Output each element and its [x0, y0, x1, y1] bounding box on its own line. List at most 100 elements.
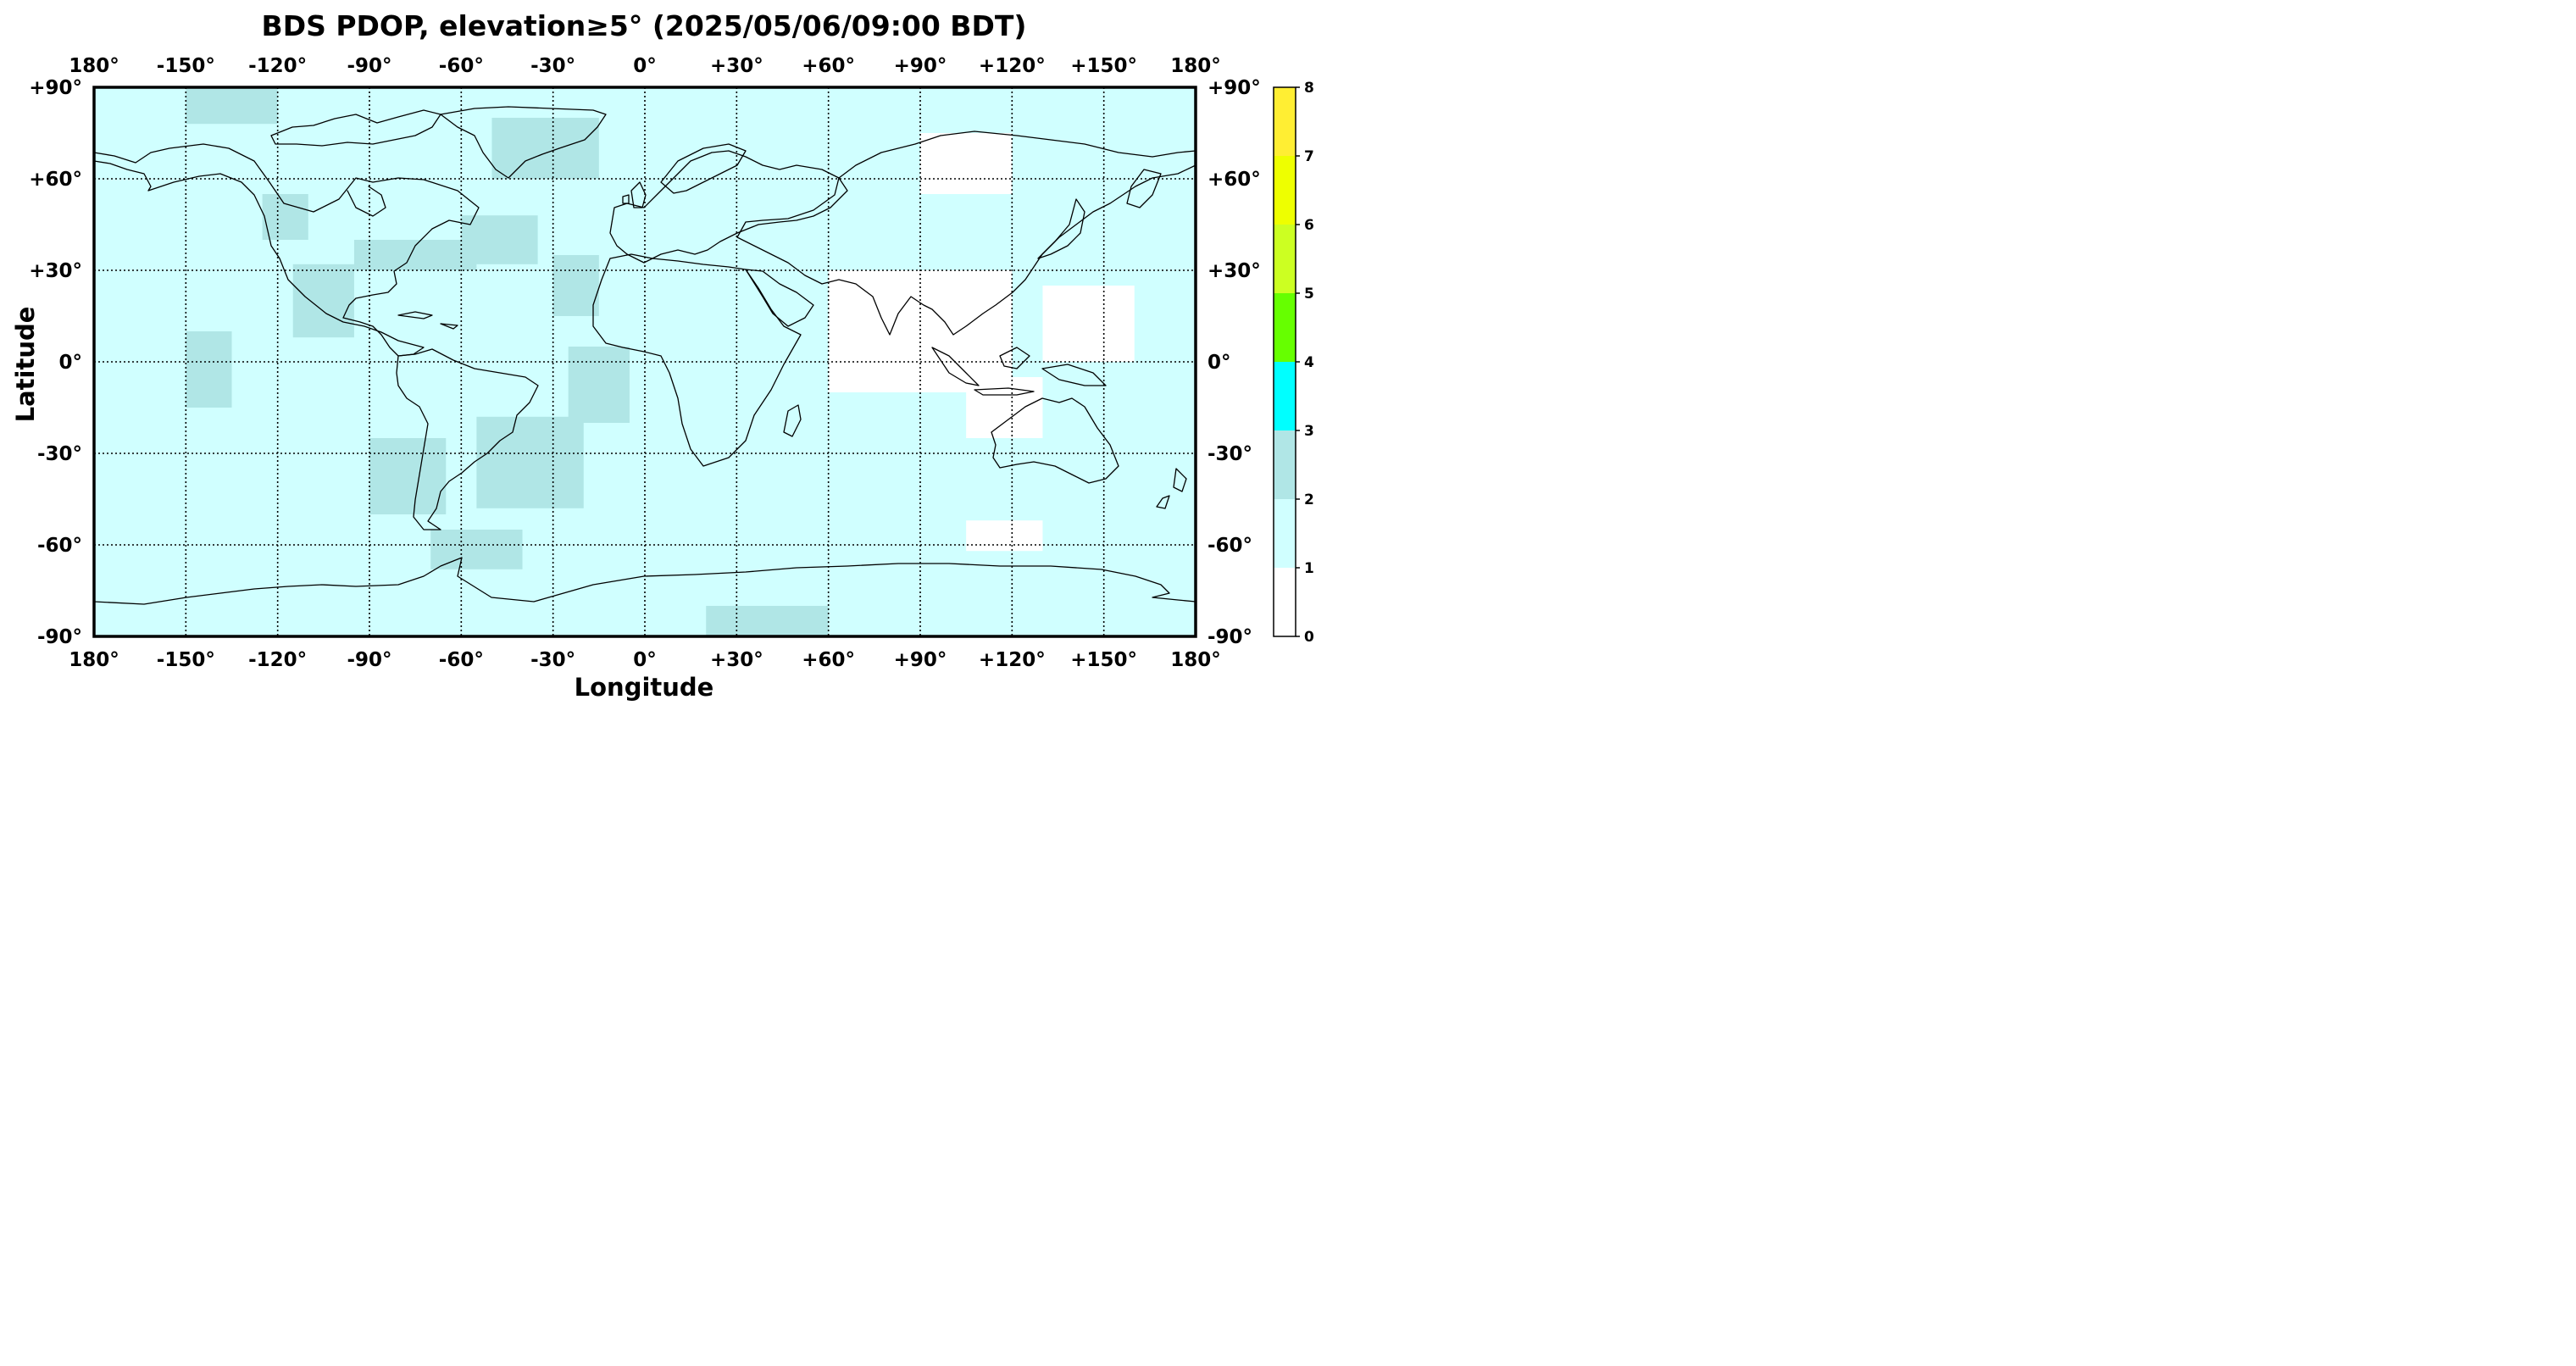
colorbar-bin-6 — [1274, 156, 1296, 225]
bottom-x-tick-label: +30° — [710, 649, 763, 671]
top-x-tick-label: -120° — [248, 55, 307, 77]
right-y-tick-label: +30° — [1208, 260, 1261, 282]
pdop-region-0 — [186, 87, 278, 125]
pdop-region-16 — [1042, 286, 1135, 362]
pdop-region-14 — [828, 270, 1013, 392]
top-x-tick-label: 0° — [633, 55, 657, 77]
colorbar-tick-label: 7 — [1304, 148, 1314, 165]
coastline-caribbean — [397, 311, 458, 330]
coastline-japan — [1037, 198, 1085, 259]
bottom-x-tick-label: -30° — [530, 649, 575, 671]
colorbar-tick-label: 2 — [1304, 491, 1314, 508]
coastline-kamchatka — [1126, 169, 1162, 208]
top-x-tick-label: +150° — [1070, 55, 1137, 77]
bottom-x-tick-label: +120° — [979, 649, 1046, 671]
pdop-map-figure: BDS PDOP, elevation≥5° (2025/05/06/09:00… — [11, 9, 1314, 702]
pdop-region-10 — [476, 416, 584, 508]
colorbar-bin-5 — [1274, 225, 1296, 293]
coastline-south-america — [396, 348, 539, 530]
chart-title: BDS PDOP, elevation≥5° (2025/05/06/09:00… — [262, 9, 1027, 42]
top-x-tick-label: 180° — [69, 55, 119, 77]
coastline-asia — [736, 130, 1196, 336]
right-y-tick-label: +60° — [1208, 169, 1261, 191]
pdop-region-3 — [292, 264, 354, 338]
top-x-tick-label: +90° — [894, 55, 947, 77]
top-x-tick-label: 180° — [1170, 55, 1221, 77]
pdop-region-11 — [430, 530, 523, 569]
top-x-tick-label: +60° — [802, 55, 855, 77]
right-y-tick-label: -60° — [1208, 535, 1252, 557]
colorbar-bin-0 — [1274, 568, 1296, 636]
coastline-new-zealand — [1156, 468, 1187, 509]
pdop-region-8 — [568, 347, 630, 423]
right-y-tick-label: 0° — [1208, 352, 1231, 374]
bottom-x-tick-label: 180° — [1170, 649, 1221, 671]
pdop-region-4 — [353, 240, 477, 270]
colorbar-tick-label: 6 — [1304, 217, 1314, 234]
left-y-tick-label: -60° — [37, 535, 82, 557]
colorbar-tick-label: 5 — [1304, 286, 1314, 303]
colorbar-tick-label: 4 — [1304, 354, 1314, 371]
pdop-region-15 — [966, 377, 1043, 438]
x-axis-label: Longitude — [575, 673, 714, 702]
pdop-region-13 — [920, 133, 1013, 194]
colorbar-bin-3 — [1274, 362, 1296, 430]
bottom-x-tick-label: +150° — [1070, 649, 1137, 671]
coastline-europe — [609, 150, 848, 264]
bottom-x-tick-label: -150° — [157, 649, 215, 671]
map-frame — [92, 86, 1197, 638]
pdop-region-9 — [369, 438, 447, 514]
colorbar-tick-label: 0 — [1304, 629, 1314, 646]
bottom-x-tick-label: -120° — [248, 649, 307, 671]
colorbar-tick-label: 3 — [1304, 423, 1314, 440]
colorbar-bin-7 — [1274, 87, 1296, 156]
pdop-region-12 — [706, 606, 829, 636]
left-y-tick-label: +60° — [29, 169, 82, 191]
coastline-indonesia — [931, 347, 1107, 396]
tick-labels: 180° 180° -150° -150° -120° -120° -90° -90° -60°… — [29, 55, 1261, 671]
colorbar-tick-label: 1 — [1304, 560, 1314, 577]
bottom-x-tick-label: -90° — [347, 649, 391, 671]
pdop-region-1 — [262, 194, 308, 240]
pdop-region-7 — [552, 255, 599, 316]
colorbar-tick-label: 8 — [1304, 80, 1314, 97]
coastline-hudson-bay — [347, 186, 386, 217]
pdop-region-2 — [186, 331, 232, 408]
right-y-tick-label: -30° — [1208, 443, 1252, 465]
pdop-region-6 — [491, 118, 599, 179]
coastline-antarctica — [93, 557, 1196, 605]
right-y-tick-label: -90° — [1208, 626, 1252, 648]
coastline-british-isles — [622, 181, 647, 208]
left-y-tick-label: -90° — [37, 626, 82, 648]
colorbar-bin-2 — [1274, 430, 1296, 499]
pdop-region-17 — [966, 520, 1043, 552]
left-y-tick-label: -30° — [37, 443, 82, 465]
top-x-tick-label: -30° — [530, 55, 575, 77]
coastline-arctic-islands — [270, 109, 441, 147]
pdop-region-5 — [461, 215, 538, 264]
top-x-tick-label: +30° — [710, 55, 763, 77]
left-y-tick-label: +30° — [29, 260, 82, 282]
coastline-africa — [592, 253, 802, 467]
bottom-x-tick-label: -60° — [439, 649, 484, 671]
left-y-tick-label: 0° — [58, 352, 82, 374]
bottom-x-tick-label: +60° — [802, 649, 855, 671]
colorbar-bin-4 — [1274, 293, 1296, 362]
colorbar-bin-1 — [1274, 499, 1296, 568]
y-axis-label: Latitude — [11, 307, 40, 423]
coastline-arabia — [745, 269, 814, 327]
bottom-x-tick-label: 180° — [69, 649, 119, 671]
top-x-tick-label: -150° — [157, 55, 215, 77]
coastline-australia — [991, 397, 1119, 484]
right-y-tick-label: +90° — [1208, 77, 1261, 99]
bottom-x-tick-label: 0° — [633, 649, 657, 671]
coastline-north-america — [93, 143, 480, 357]
left-y-tick-label: +90° — [29, 77, 82, 99]
colorbar: 0 1 2 3 4 5 6 7 8 — [1273, 80, 1314, 646]
coastlines — [93, 106, 1196, 605]
top-x-tick-label: -60° — [439, 55, 484, 77]
coastline-madagascar — [783, 404, 802, 437]
top-x-tick-label: -90° — [347, 55, 391, 77]
coastline-greenland — [440, 106, 607, 179]
bottom-x-tick-label: +90° — [894, 649, 947, 671]
